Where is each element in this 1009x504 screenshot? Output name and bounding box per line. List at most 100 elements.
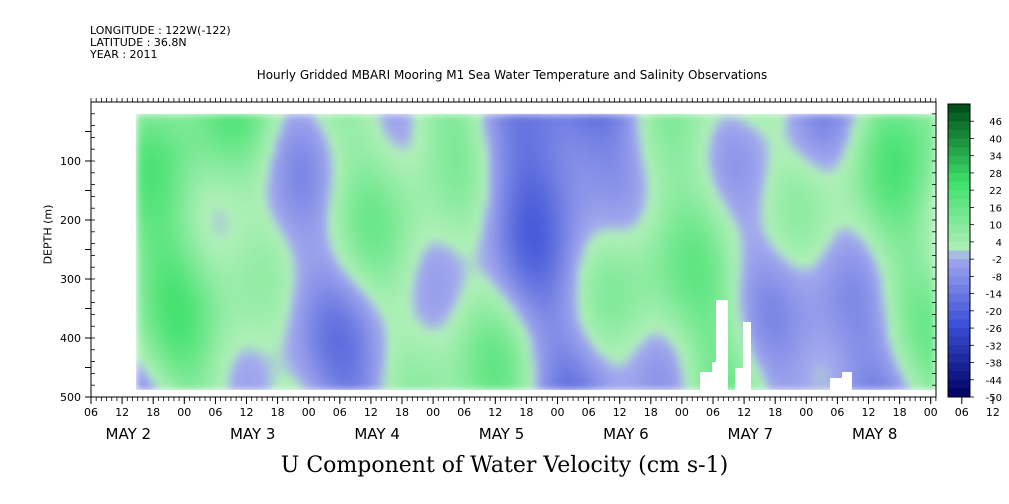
field-cell — [562, 330, 569, 338]
field-cell — [696, 225, 702, 233]
field-cell — [322, 146, 329, 154]
field-cell — [765, 232, 772, 240]
field-cell — [338, 291, 345, 299]
field-cell — [344, 265, 350, 273]
field-cell — [301, 251, 308, 260]
field-cell — [141, 265, 148, 273]
field-cell — [194, 357, 201, 365]
field-cell — [317, 238, 324, 246]
field-cell — [461, 258, 468, 266]
field-cell — [557, 311, 564, 319]
field-cell — [301, 284, 308, 292]
field-cell — [477, 205, 484, 214]
field-cell — [413, 363, 420, 371]
field-cell — [589, 251, 596, 260]
field-cell — [466, 205, 473, 214]
field-cell — [616, 179, 622, 187]
field-cell — [498, 113, 505, 121]
field-cell — [738, 205, 745, 214]
field-cell — [669, 172, 676, 181]
field-cell — [664, 363, 670, 371]
field-cell — [221, 291, 228, 299]
field-cell — [760, 225, 766, 233]
field-cell — [216, 199, 223, 207]
field-cell — [344, 324, 350, 332]
field-cell — [413, 232, 420, 240]
field-cell — [226, 113, 233, 121]
field-cell — [141, 140, 148, 148]
field-cell — [365, 370, 372, 378]
field-cell — [136, 238, 143, 246]
field-cell — [381, 357, 388, 365]
field-cell — [498, 205, 505, 214]
field-cell — [562, 126, 569, 135]
field-cell — [525, 179, 532, 187]
field-cell — [157, 159, 164, 167]
field-cell — [274, 370, 281, 378]
field-cell — [450, 291, 457, 299]
field-cell — [413, 350, 420, 358]
field-cell — [168, 317, 175, 325]
field-cell — [349, 218, 356, 227]
field-cell — [328, 311, 334, 319]
field-cell — [386, 153, 393, 161]
field-cell — [541, 311, 548, 319]
field-cell — [152, 199, 159, 207]
field-cell — [408, 172, 414, 181]
field-cell — [434, 376, 441, 384]
field-cell — [482, 146, 489, 154]
field-cell — [520, 337, 526, 345]
field-cell — [349, 126, 356, 135]
field-cell — [466, 232, 473, 240]
field-cell — [344, 113, 350, 121]
field-cell — [557, 146, 564, 154]
field-cell — [253, 179, 260, 187]
field-cell — [178, 192, 185, 200]
field-cell — [210, 265, 217, 273]
field-cell — [434, 324, 441, 332]
field-cell — [520, 251, 526, 260]
field-cell — [365, 205, 372, 214]
field-cell — [472, 258, 478, 266]
field-cell — [349, 172, 356, 181]
field-cell — [184, 278, 191, 286]
field-cell — [445, 225, 452, 233]
field-cell — [226, 205, 233, 214]
field-cell — [392, 337, 398, 345]
field-cell — [493, 186, 500, 194]
field-cell — [349, 120, 356, 128]
field-cell — [525, 357, 532, 365]
field-cell — [685, 363, 692, 371]
field-cell — [536, 120, 542, 128]
field-cell — [349, 199, 356, 207]
field-cell — [360, 179, 366, 187]
field-cell — [461, 225, 468, 233]
field-cell — [194, 232, 201, 240]
field-cell — [610, 324, 617, 332]
field-cell — [509, 324, 516, 332]
field-cell — [376, 218, 382, 227]
field-cell — [456, 297, 462, 306]
field-cell — [616, 212, 622, 220]
field-cell — [765, 311, 772, 319]
field-cell — [450, 284, 457, 292]
field-cell — [365, 311, 372, 319]
field-cell — [312, 265, 318, 273]
field-cell — [397, 291, 404, 299]
latitude-label: LATITUDE : 36.8N — [90, 36, 187, 49]
field-cell — [461, 159, 468, 167]
field-cell — [269, 126, 276, 135]
field-cell — [248, 205, 255, 214]
field-cell — [280, 297, 287, 306]
field-cell — [690, 324, 697, 332]
field-cell — [397, 258, 404, 266]
field-cell — [178, 199, 185, 207]
field-cell — [408, 133, 414, 141]
field-cell — [658, 172, 665, 181]
field-cell — [200, 376, 207, 384]
field-cell — [285, 186, 292, 194]
field-cell — [632, 370, 638, 378]
field-cell — [717, 159, 724, 167]
field-cell — [488, 159, 494, 167]
field-cell — [632, 153, 638, 161]
